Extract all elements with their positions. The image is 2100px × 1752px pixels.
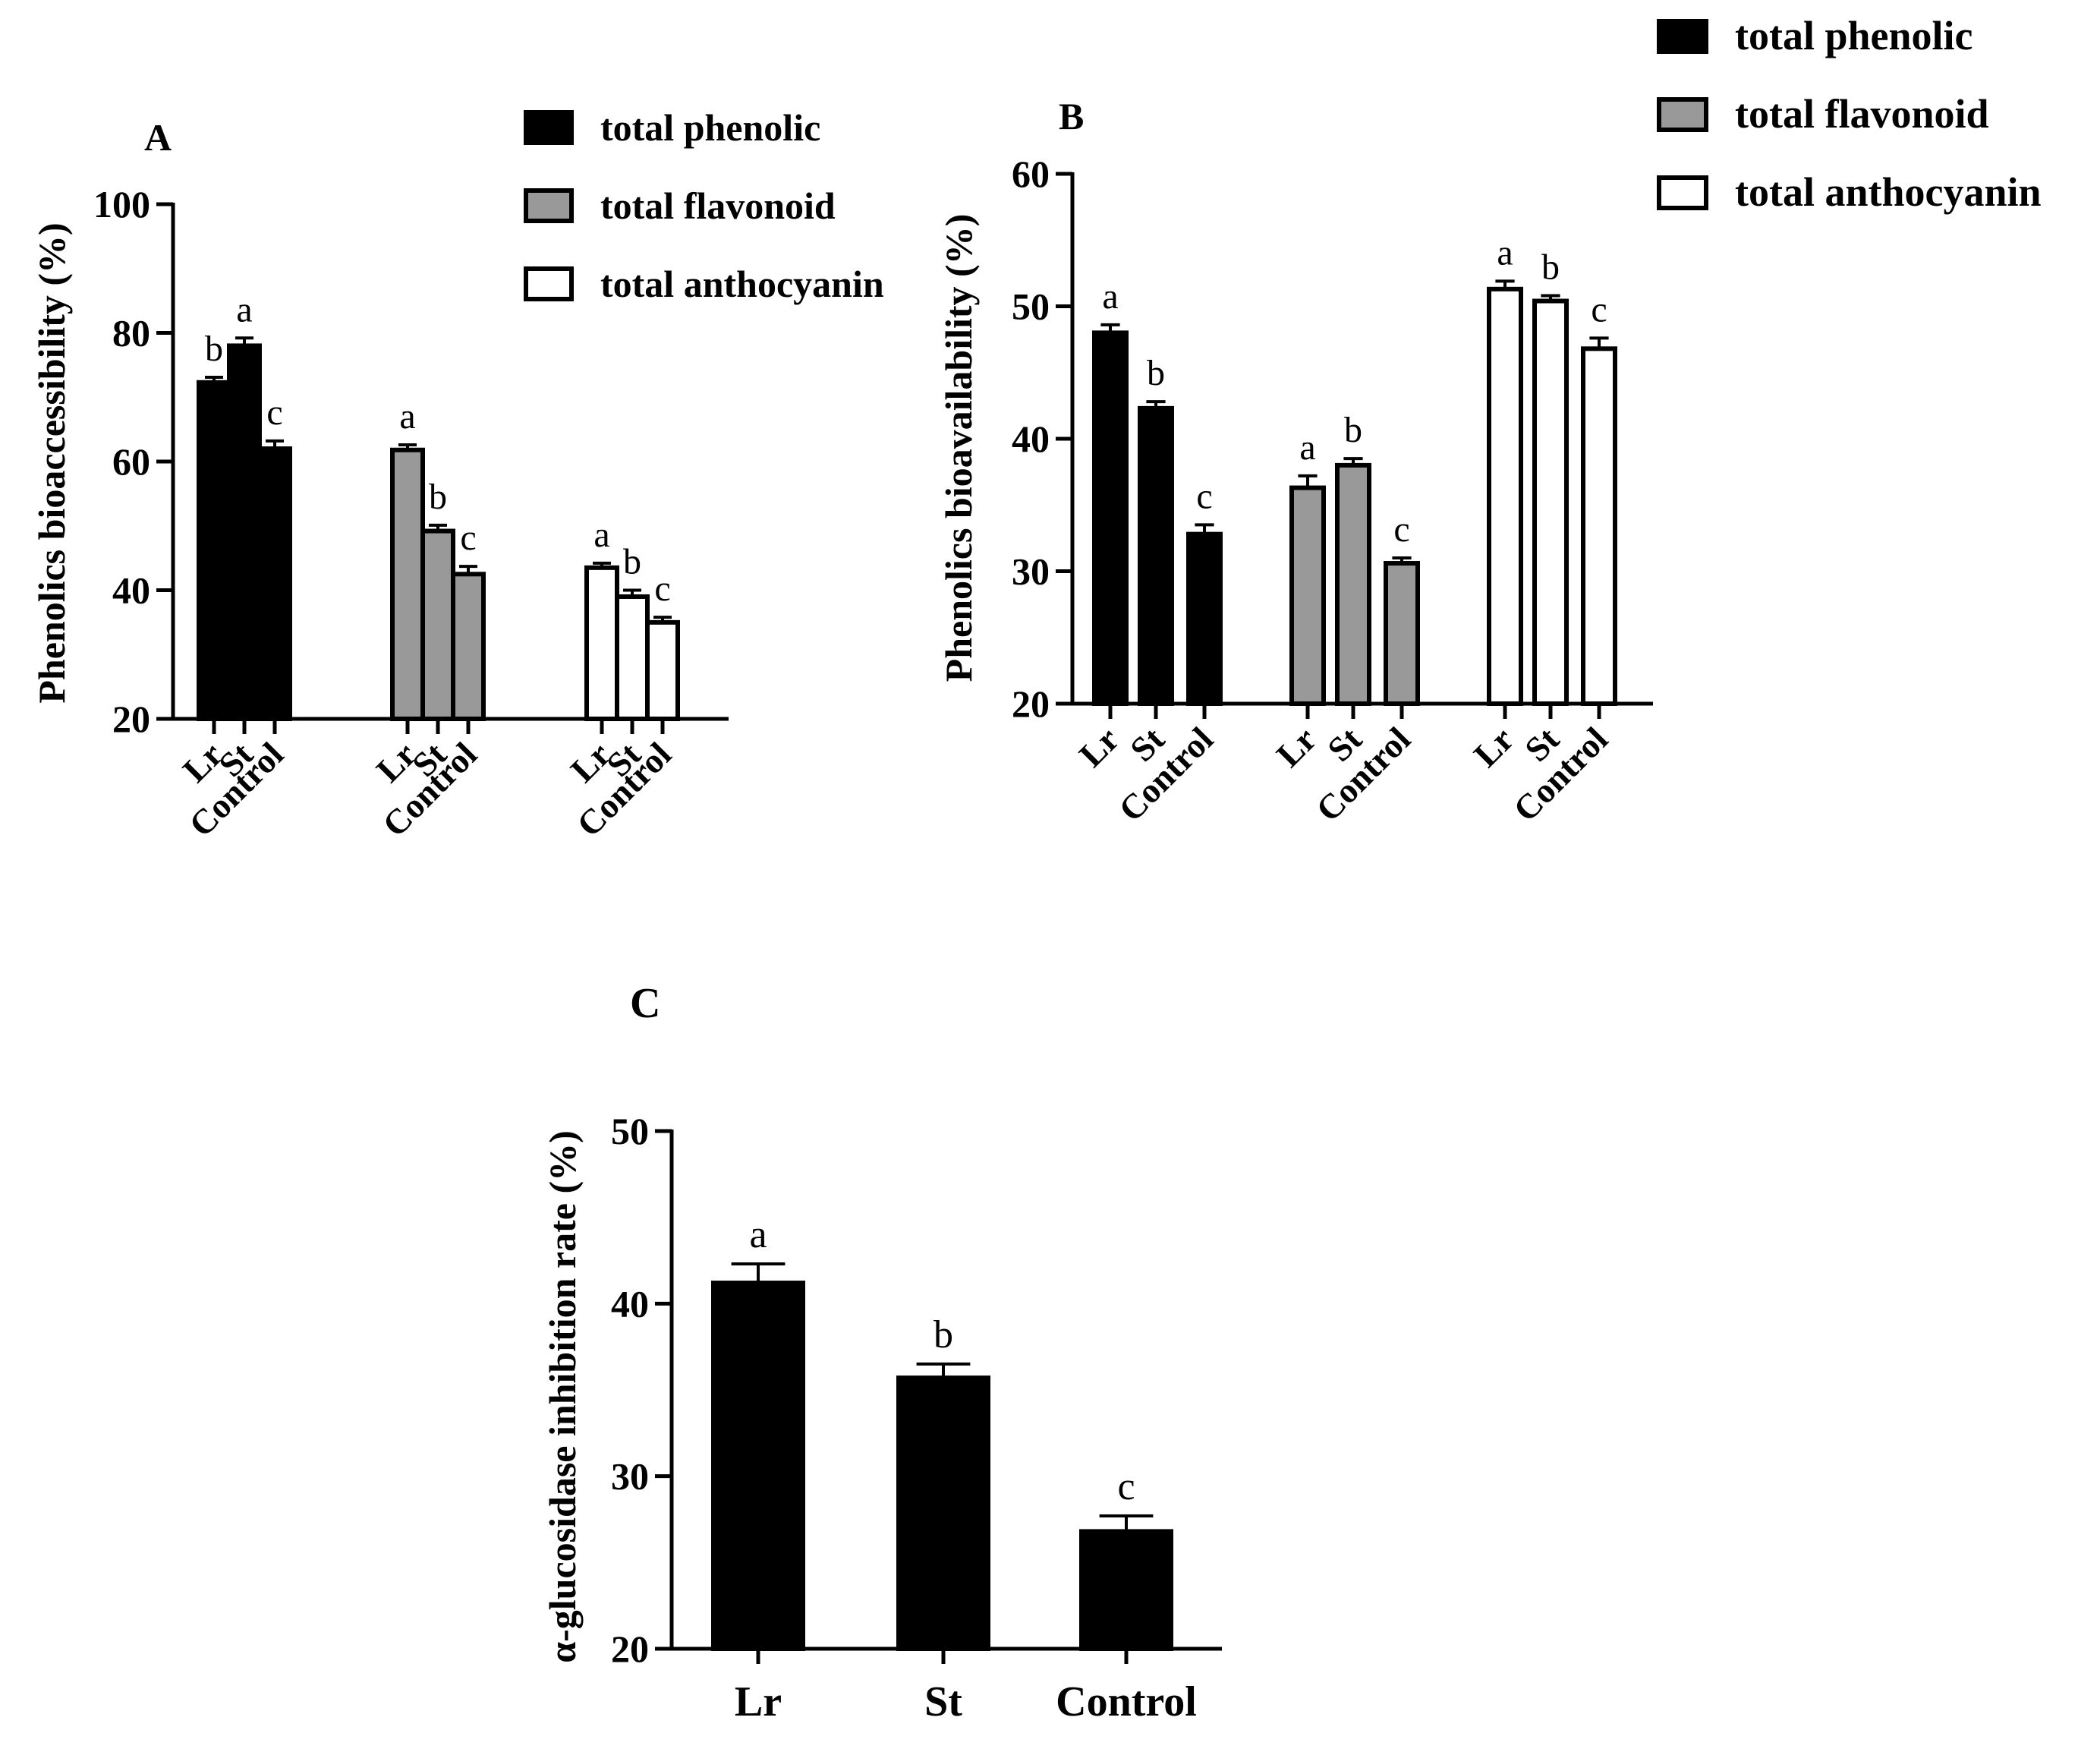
y-axis-title: Phenolics bioavailability (%)	[937, 214, 980, 682]
panel-c: C 20 30 40 50 α-glucosidase inhibition rate (…	[541, 980, 1222, 1725]
y-axis-title: α-glucosidase inhibition rate (%)	[541, 1130, 584, 1663]
legend-label: total anthocyanin	[600, 263, 884, 305]
significance-letter: b	[1541, 247, 1560, 288]
y-tick-label: 60	[112, 440, 150, 483]
y-tick-label: 50	[1012, 285, 1050, 328]
bar	[451, 572, 486, 721]
y-tick-label: 60	[1012, 153, 1050, 195]
legend-label: total flavonoid	[1735, 91, 1989, 137]
y-tick-label: 40	[611, 1282, 649, 1325]
legend-swatch	[1657, 97, 1708, 132]
bar	[1487, 286, 1523, 706]
significance-letter: c	[1393, 509, 1409, 550]
bar	[1289, 485, 1326, 706]
x-tick-label: Control	[1056, 1678, 1197, 1725]
significance-letter: c	[460, 518, 476, 558]
y-tick-label: 20	[1012, 682, 1050, 725]
panel-label: C	[630, 980, 660, 1027]
bar	[1581, 346, 1617, 706]
bar	[1092, 330, 1129, 706]
legend-label: total phenolic	[600, 106, 820, 149]
bar	[227, 343, 262, 721]
y-tick-label: 20	[112, 698, 150, 740]
significance-letter: c	[1591, 289, 1607, 329]
significance-letter: b	[1344, 410, 1362, 450]
significance-letter: b	[623, 542, 641, 582]
significance-letter: c	[654, 569, 670, 609]
bar	[420, 528, 455, 722]
significance-letter: b	[205, 329, 223, 369]
y-axis-title: Phenolics bioaccessibility (%)	[30, 222, 73, 703]
bar	[197, 380, 231, 721]
bar	[1186, 531, 1223, 707]
significance-letter: a	[1299, 427, 1315, 468]
significance-letter: b	[934, 1313, 953, 1357]
significance-letter: c	[1196, 476, 1212, 516]
y-tick-label: 80	[112, 312, 150, 354]
legend-swatch	[524, 110, 574, 145]
significance-letter: a	[399, 396, 415, 436]
y-tick-label: 30	[611, 1455, 649, 1498]
bar	[615, 594, 650, 721]
panel-b: B 20 30 40 50 60 Phenolics bioavailability (%)…	[937, 13, 2042, 829]
x-tick-label: Lr	[1072, 720, 1126, 774]
x-tick-label: Lr	[735, 1678, 782, 1725]
legend-label: total flavonoid	[600, 184, 836, 227]
legend-swatch	[524, 266, 574, 301]
significance-letter: c	[266, 392, 282, 433]
panel-label: A	[144, 116, 172, 159]
x-tick-label: Lr	[1269, 720, 1324, 774]
bar	[390, 447, 425, 721]
panel-label: B	[1059, 95, 1084, 137]
significance-letter: a	[1102, 276, 1118, 317]
y-tick-label: 20	[611, 1628, 649, 1670]
significance-letter: c	[1117, 1465, 1135, 1508]
significance-letter: b	[1147, 353, 1165, 393]
significance-letter: b	[429, 477, 447, 517]
legend-swatch	[1657, 175, 1708, 210]
legend-label: total anthocyanin	[1735, 169, 2042, 215]
significance-letter: a	[1497, 232, 1513, 273]
significance-letter: a	[593, 515, 609, 555]
y-tick-label: 40	[112, 569, 150, 612]
bar	[584, 565, 619, 722]
y-tick-label: 30	[1012, 550, 1050, 593]
bar	[1335, 462, 1371, 707]
bar	[1384, 561, 1420, 707]
legend-label: total phenolic	[1735, 13, 1973, 58]
legend-swatch	[524, 188, 574, 223]
legend-swatch	[1657, 19, 1708, 54]
y-tick-label: 50	[611, 1110, 649, 1152]
bar	[645, 619, 680, 721]
y-tick-label: 40	[1012, 418, 1050, 460]
panel-a: A 20 40 60 80 100 Phenolics bioaccessibility (…	[30, 106, 884, 844]
bar	[1532, 298, 1569, 706]
bar	[257, 446, 292, 721]
bar	[1138, 405, 1174, 706]
significance-letter: a	[236, 289, 252, 329]
significance-letter: a	[749, 1213, 767, 1256]
y-tick-label: 100	[93, 183, 150, 225]
bar	[896, 1375, 990, 1651]
bar	[711, 1281, 805, 1651]
x-tick-label: St	[924, 1678, 962, 1725]
bar	[1079, 1529, 1173, 1651]
x-tick-label: Lr	[1466, 720, 1521, 774]
